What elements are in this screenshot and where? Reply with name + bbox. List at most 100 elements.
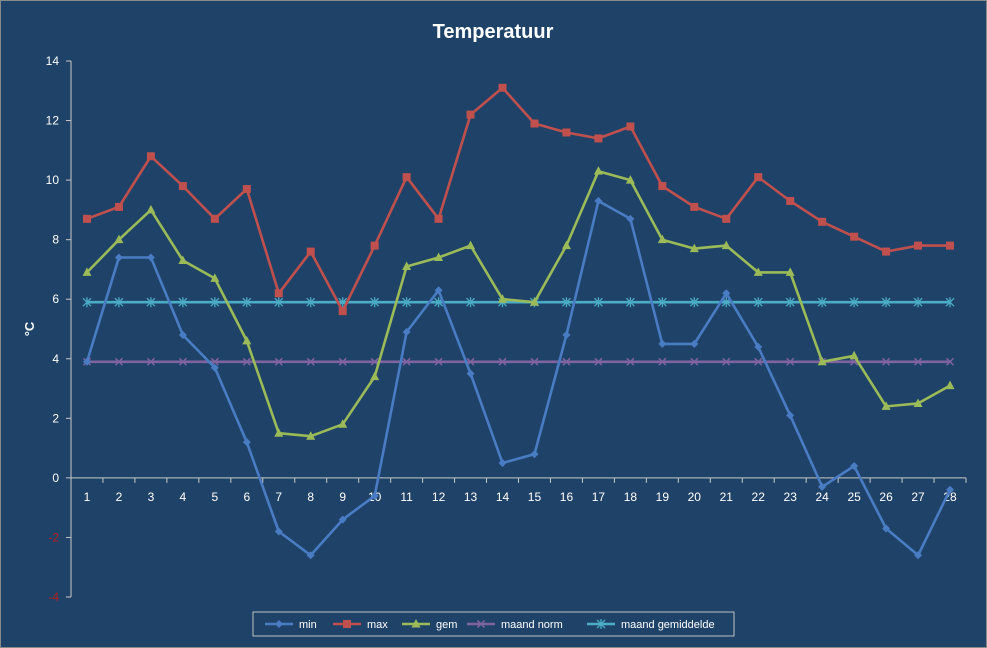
data-point-min — [466, 369, 475, 378]
data-point-min — [722, 289, 731, 298]
data-point-min — [882, 524, 891, 533]
data-point-max — [594, 134, 603, 143]
data-point-min — [850, 461, 859, 470]
data-point-maand-gemiddelde — [466, 297, 476, 308]
x-tick-label: 25 — [847, 490, 861, 504]
series-maand-norm — [82, 357, 955, 366]
series-line-min — [85, 199, 952, 557]
x-tick-label: 23 — [784, 490, 798, 504]
legend-label-gem: gem — [436, 619, 457, 631]
data-point-max — [146, 152, 155, 161]
x-tick-label: 12 — [432, 490, 446, 504]
data-point-maand-norm — [274, 357, 283, 366]
x-tick-label: 8 — [307, 490, 314, 504]
data-point-max — [338, 307, 347, 316]
data-point-maand-norm — [690, 357, 699, 366]
data-point-maand-norm — [242, 357, 251, 366]
data-point-max — [370, 241, 379, 250]
data-point-maand-norm — [882, 357, 891, 366]
data-point-max — [402, 173, 411, 182]
data-point-gem — [402, 261, 412, 270]
data-point-gem — [210, 273, 220, 282]
legend-marker-maand-norm — [476, 619, 486, 629]
data-point-maand-gemiddelde — [242, 297, 252, 308]
legend-marker-min — [275, 620, 283, 628]
data-point-max — [498, 83, 507, 92]
data-point-min — [562, 330, 571, 339]
axes: -4-2024681012141234567891011121314151617… — [46, 54, 967, 604]
legend-box — [252, 611, 735, 637]
data-point-max — [274, 289, 283, 298]
data-point-maand-norm — [722, 357, 731, 366]
data-point-min — [626, 214, 635, 223]
data-point-gem — [721, 240, 731, 250]
data-point-maand-gemiddelde — [146, 297, 156, 308]
legend-marker-maand-gemiddelde — [596, 619, 606, 629]
y-axis-label: °C — [22, 321, 37, 336]
x-tick-label: 11 — [400, 490, 413, 504]
x-tick-label: 6 — [243, 490, 250, 504]
legend-marker-max — [343, 620, 351, 628]
data-point-maand-gemiddelde — [82, 297, 92, 308]
data-point-gem — [370, 371, 380, 381]
data-point-gem — [881, 401, 891, 410]
x-tick-label: 20 — [688, 490, 702, 504]
legend-item-gem: gem — [402, 619, 457, 631]
data-point-maand-gemiddelde — [178, 297, 188, 308]
data-point-max — [946, 241, 955, 250]
data-point-maand-norm — [178, 357, 187, 366]
data-point-min — [114, 253, 123, 262]
x-tick-label: 3 — [148, 490, 155, 504]
data-point-max — [562, 128, 571, 137]
data-point-gem — [657, 234, 667, 244]
x-tick-label: 19 — [656, 490, 670, 504]
data-point-maand-norm — [658, 357, 667, 366]
data-point-maand-gemiddelde — [945, 297, 955, 308]
legend-item-maand-norm: maand norm — [467, 619, 563, 631]
data-point-max — [82, 214, 91, 223]
data-point-min — [434, 286, 443, 295]
x-tick-label: 15 — [528, 490, 542, 504]
x-tick-label: 1 — [84, 490, 91, 504]
data-point-min — [946, 485, 955, 494]
data-point-maand-gemiddelde — [625, 297, 635, 308]
chart-title: Temperatuur — [433, 21, 554, 43]
data-point-maand-gemiddelde — [817, 297, 827, 308]
data-point-maand-gemiddelde — [785, 297, 795, 308]
data-point-maand-norm — [945, 357, 955, 366]
x-tick-label: 21 — [720, 490, 734, 504]
data-point-min — [338, 515, 347, 524]
data-point-min — [210, 363, 219, 372]
data-point-min — [82, 357, 91, 366]
data-point-maand-gemiddelde — [849, 297, 859, 308]
data-point-gem — [689, 243, 699, 253]
y-tick-label: -2 — [48, 530, 59, 544]
legend-label-maand-norm: maand norm — [501, 619, 563, 631]
y-tick-label: 10 — [46, 173, 60, 187]
y-tick-label: 8 — [52, 233, 59, 247]
data-point-maand-norm — [530, 357, 539, 366]
data-point-gem — [466, 240, 476, 250]
data-point-maand-norm — [562, 357, 571, 366]
series-line-max — [86, 86, 950, 313]
data-point-gem — [593, 166, 603, 175]
series-line-gem — [86, 169, 951, 438]
data-point-maand-gemiddelde — [753, 297, 763, 308]
data-point-min — [530, 450, 539, 459]
data-point-gem — [242, 335, 252, 345]
data-point-gem — [274, 428, 284, 437]
data-point-gem — [817, 356, 827, 366]
data-point-max — [210, 214, 219, 223]
data-point-gem — [498, 294, 508, 303]
series-gem — [82, 166, 955, 440]
data-point-gem — [434, 252, 444, 262]
data-point-max — [850, 232, 859, 241]
data-point-min — [914, 551, 923, 560]
data-point-gem — [306, 431, 316, 440]
data-point-max — [626, 122, 635, 131]
data-point-min — [242, 438, 251, 447]
data-point-max — [242, 185, 251, 194]
x-tick-label: 14 — [496, 490, 510, 504]
x-tick-label: 9 — [339, 490, 346, 504]
